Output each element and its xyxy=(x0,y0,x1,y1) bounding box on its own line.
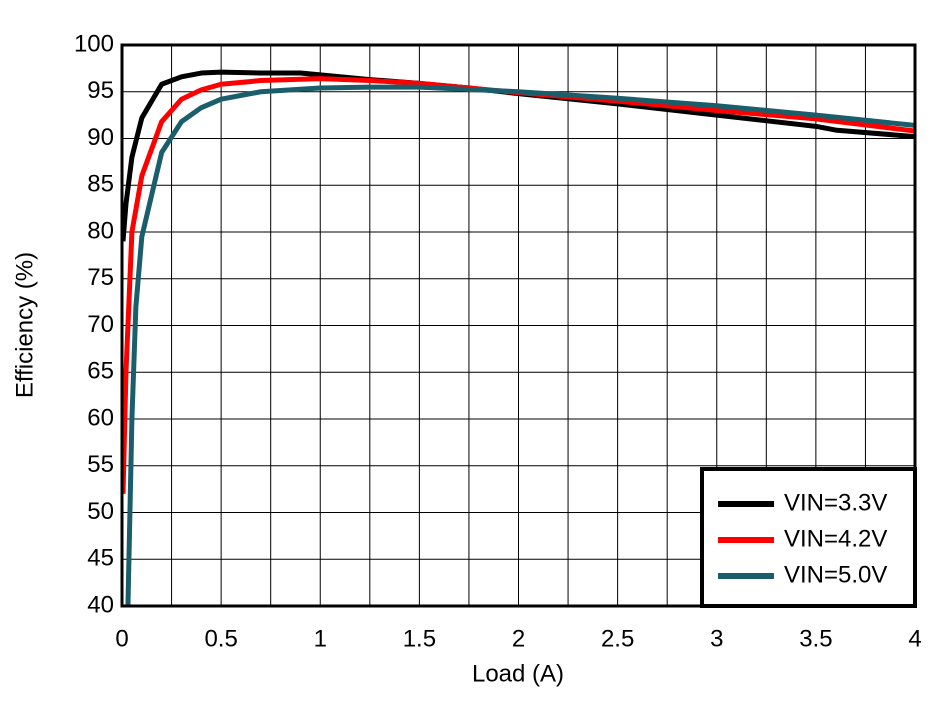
series-line xyxy=(122,69,915,242)
x-tick-label: 3 xyxy=(710,625,723,652)
y-tick-label: 55 xyxy=(87,451,114,478)
y-tick-label: 95 xyxy=(87,77,114,104)
x-axis-label: Load (A) xyxy=(472,660,564,687)
x-tick-label: 2 xyxy=(512,625,525,652)
x-tick-label: 0.5 xyxy=(204,625,237,652)
x-tick-label: 4 xyxy=(908,625,921,652)
x-tick-label: 2.5 xyxy=(601,625,634,652)
y-tick-label: 80 xyxy=(87,217,114,244)
x-tick-label: 1 xyxy=(314,625,327,652)
y-tick-label: 75 xyxy=(87,264,114,291)
y-tick-label: 70 xyxy=(87,311,114,338)
y-tick-label: 45 xyxy=(87,545,114,572)
series-line xyxy=(122,76,915,494)
y-axis-label: Efficiency (%) xyxy=(11,252,38,398)
legend-label: VIN=5.0V xyxy=(784,561,887,588)
x-tick-label: 3.5 xyxy=(799,625,832,652)
legend-label: VIN=4.2V xyxy=(784,525,887,552)
y-tick-label: 100 xyxy=(74,30,114,57)
y-tick-label: 60 xyxy=(87,404,114,431)
y-tick-label: 85 xyxy=(87,171,114,198)
legend-label: VIN=3.3V xyxy=(784,489,887,516)
x-tick-label: 0 xyxy=(115,625,128,652)
y-tick-label: 40 xyxy=(87,591,114,618)
series-line xyxy=(125,84,915,606)
x-tick-label: 1.5 xyxy=(403,625,436,652)
y-tick-label: 65 xyxy=(87,358,114,385)
y-tick-label: 50 xyxy=(87,498,114,525)
y-tick-label: 90 xyxy=(87,124,114,151)
plot-border xyxy=(120,43,917,608)
